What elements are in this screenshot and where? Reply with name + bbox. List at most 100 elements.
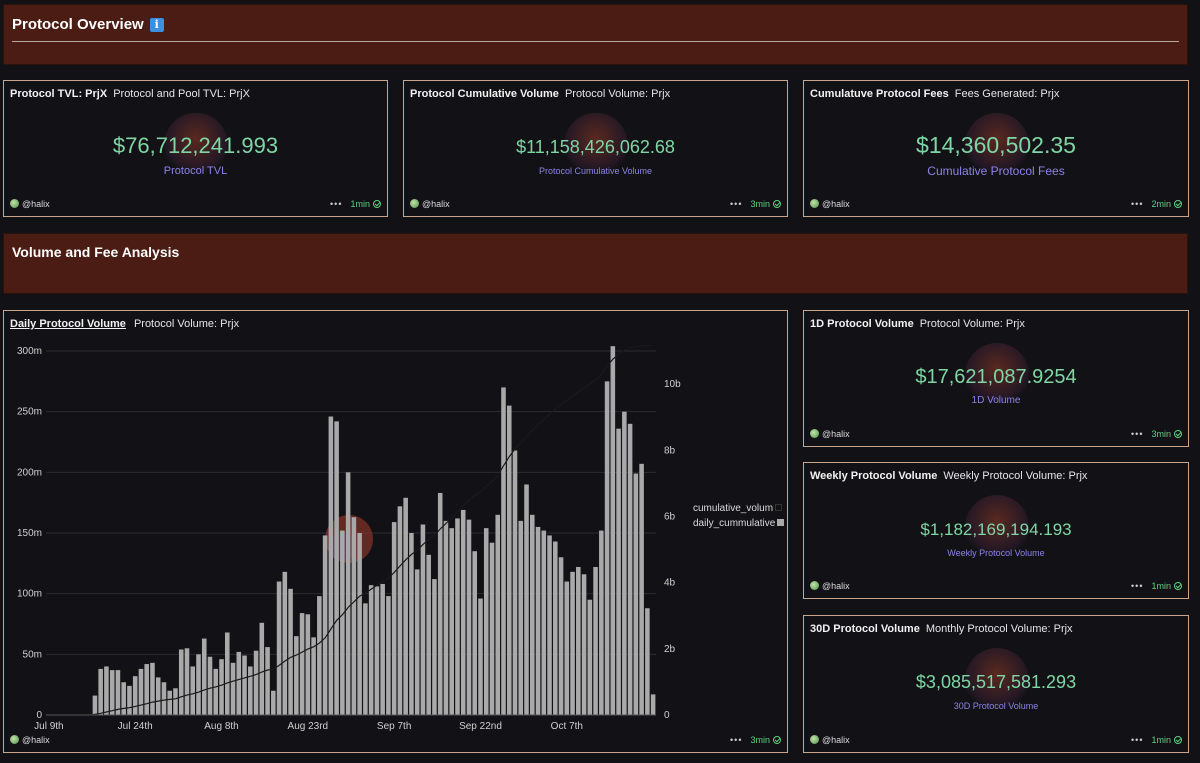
legend-daily[interactable]: daily_cummulative <box>693 518 785 529</box>
more-options-icon[interactable]: ••• <box>730 199 743 209</box>
x-tick-label: Aug 23rd <box>288 721 329 732</box>
author-avatar[interactable] <box>810 581 819 590</box>
author-avatar[interactable] <box>810 199 819 208</box>
volume-bar <box>558 557 564 715</box>
volume-bar <box>190 666 196 715</box>
author-avatar[interactable] <box>410 199 419 208</box>
refresh-age: 1min <box>1151 581 1171 591</box>
card-title[interactable]: 1D Protocol Volume <box>810 318 914 330</box>
overview-title-text: Protocol Overview <box>12 16 144 33</box>
author-name[interactable]: @halix <box>822 429 850 439</box>
x-tick-label: Jul 24th <box>118 721 153 732</box>
volume-bar <box>265 647 270 715</box>
author-avatar[interactable] <box>810 429 819 438</box>
volume-bar <box>622 411 627 715</box>
author-avatar[interactable] <box>10 735 19 744</box>
author-name[interactable]: @halix <box>22 199 50 209</box>
card-title[interactable]: Cumulatuve Protocol Fees <box>810 88 949 100</box>
volume-bar <box>115 670 121 715</box>
card-subtitle: Fees Generated: Prjx <box>954 88 1060 100</box>
volume-bar <box>489 542 495 715</box>
volume-bar <box>512 450 518 715</box>
volume-bar <box>564 581 570 715</box>
daily-volume-chart[interactable]: 0 50m 100m 150m 200m 250m 300m 0 2b 4b 6b 8b 10b Jul … <box>4 311 789 754</box>
volume-bar <box>345 472 351 715</box>
cumulative-volume-line <box>48 345 654 716</box>
more-options-icon[interactable]: ••• <box>1131 199 1144 209</box>
more-options-icon[interactable]: ••• <box>1131 429 1144 439</box>
volume-bar <box>288 588 293 715</box>
volume-bar <box>104 666 109 715</box>
footer-status: ••• 3min <box>1131 429 1182 439</box>
weekly-volume-label: Weekly Protocol Volume <box>947 548 1045 558</box>
volume-bar <box>363 603 368 715</box>
refresh-age: 1min <box>350 199 370 209</box>
y-right-tick-label: 0 <box>664 710 670 721</box>
card-header: Cumulatuve Protocol Fees Fees Generated: … <box>810 88 1059 100</box>
volume-bar <box>409 533 414 715</box>
volume-bar <box>443 520 449 715</box>
weekly-volume-value: $1,182,169,194.193 <box>920 520 1072 539</box>
fees-label: Cumulative Protocol Fees <box>927 164 1065 178</box>
refresh-age: 1min <box>1151 735 1171 745</box>
info-icon[interactable]: i <box>149 18 164 32</box>
check-circle-icon <box>773 736 781 744</box>
card-weekly-volume: Weekly Protocol Volume Weekly Protocol Vo… <box>803 462 1189 599</box>
volume-bar <box>478 598 483 715</box>
volume-bar <box>570 571 575 715</box>
chart-title[interactable]: Daily Protocol Volume <box>10 318 126 330</box>
volume-bar <box>483 528 489 715</box>
card-footer: @halix ••• 2min <box>810 199 1182 211</box>
volume-bar <box>449 528 454 715</box>
cumulative-volume-label: Protocol Cumulative Volume <box>538 166 653 176</box>
legend-cumulative[interactable]: cumulative_volum <box>693 503 783 514</box>
author-name[interactable]: @halix <box>22 735 50 745</box>
volume-bar <box>213 668 219 715</box>
card-footer: @halix ••• 3min <box>810 429 1182 441</box>
author-name[interactable]: @halix <box>422 199 450 209</box>
more-options-icon[interactable]: ••• <box>1131 581 1144 591</box>
volume-bar <box>420 524 426 715</box>
volume-bar <box>196 654 201 715</box>
more-options-icon[interactable]: ••• <box>330 199 343 209</box>
volume-bar <box>627 423 633 715</box>
watermark-logo-icon <box>965 113 1029 177</box>
check-circle-icon <box>1174 430 1182 438</box>
volume-bar <box>524 484 529 715</box>
volume-bar <box>460 509 466 715</box>
card-title[interactable]: Protocol Cumulative Volume <box>410 88 559 100</box>
card-title[interactable]: Weekly Protocol Volume <box>810 470 938 482</box>
card-footer: @halix ••• 1min <box>810 581 1182 593</box>
overview-section-header: Protocol Overview i <box>3 4 1188 65</box>
volume-bar <box>645 608 650 715</box>
watermark-logo-icon <box>965 343 1029 407</box>
card-subtitle: Protocol and Pool TVL: PrjX <box>113 88 250 100</box>
card-title[interactable]: Protocol TVL: PrjX <box>10 88 108 100</box>
volume-bar <box>587 599 593 715</box>
volume-bar <box>576 566 581 715</box>
author-avatar[interactable] <box>810 735 819 744</box>
footer-status: ••• 1min <box>330 199 381 209</box>
footer-status: ••• 1min <box>1131 581 1182 591</box>
fees-value: $14,360,502.35 <box>916 132 1076 158</box>
volume-bar <box>432 579 437 715</box>
watermark-logo-icon <box>965 495 1029 559</box>
card-protocol-tvl: Protocol TVL: PrjX Protocol and Pool TVL:… <box>3 80 388 217</box>
y-left-tick-label: 50m <box>23 649 42 660</box>
more-options-icon[interactable]: ••• <box>730 735 743 745</box>
more-options-icon[interactable]: ••• <box>1131 735 1144 745</box>
volume-bar <box>351 517 357 715</box>
card-footer: @halix ••• 1min <box>10 199 381 211</box>
volume-bar <box>322 535 328 715</box>
author-name[interactable]: @halix <box>822 735 850 745</box>
legend-daily-swatch <box>777 519 785 526</box>
volume-bar <box>650 694 656 715</box>
volume-bar <box>368 585 374 715</box>
volume-bar <box>178 649 184 715</box>
volume-bar <box>207 656 213 715</box>
author-name[interactable]: @halix <box>822 581 850 591</box>
volume-bar <box>541 530 547 715</box>
card-title[interactable]: 30D Protocol Volume <box>810 623 920 635</box>
author-avatar[interactable] <box>10 199 19 208</box>
author-name[interactable]: @halix <box>822 199 850 209</box>
